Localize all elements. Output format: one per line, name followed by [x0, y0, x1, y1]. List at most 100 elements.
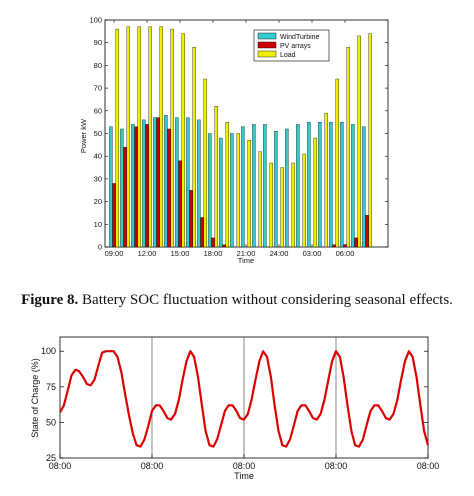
- bar-wind: [142, 119, 146, 248]
- y-tick-label: 80: [94, 61, 102, 70]
- x-tick-label: 08:00: [325, 461, 348, 471]
- bar-load: [269, 162, 273, 248]
- bar-y-axis: 0 10 20 30 40 50 60 70 80 90 100: [89, 16, 388, 252]
- legend-label-wind: WindTurbine: [280, 34, 320, 41]
- bar-wind: [362, 126, 366, 248]
- x-tick-label: 09:00: [105, 249, 124, 258]
- x-tick-label: 06:00: [336, 249, 355, 258]
- bar-wind: [285, 128, 289, 248]
- bar-wind: [274, 131, 278, 248]
- legend-swatch-load: [257, 50, 277, 58]
- bar-load: [291, 162, 295, 248]
- line-y-axis-label: State of Charge (%): [30, 358, 40, 438]
- x-tick-label: 24:00: [270, 249, 289, 258]
- bar-y-axis-label: Power kW: [79, 118, 88, 153]
- legend-swatch-pv: [257, 41, 277, 49]
- y-tick-label: 30: [94, 174, 102, 183]
- bar-load: [280, 167, 284, 248]
- bar-pv: [354, 237, 358, 248]
- bar-load: [236, 133, 240, 248]
- legend-label-pv: PV arrays: [280, 43, 311, 50]
- bar-load: [357, 35, 361, 248]
- legend-swatch-wind: [257, 32, 277, 40]
- x-tick-label: 08:00: [417, 461, 440, 471]
- bar-load: [302, 153, 306, 248]
- bar-pv: [332, 244, 336, 248]
- y-tick-label: 100: [89, 16, 102, 25]
- bar-load: [181, 33, 185, 248]
- bar-pv: [134, 126, 138, 248]
- y-tick-label: 0: [98, 243, 102, 252]
- bar-wind: [307, 121, 311, 248]
- bar-load: [225, 121, 229, 248]
- bar-load: [137, 26, 141, 248]
- y-tick-label: 25: [46, 453, 56, 463]
- bar-load: [368, 33, 372, 248]
- bar-pv: [123, 146, 127, 248]
- bar-wind: [219, 137, 223, 248]
- bar-pv: [211, 237, 215, 248]
- bar-load: [170, 28, 174, 248]
- bar-load: [214, 106, 218, 248]
- bar-pv: [343, 244, 347, 248]
- bar-wind: [263, 124, 267, 248]
- bar-wind: [164, 115, 168, 248]
- bar-load: [335, 78, 339, 248]
- bar-wind: [329, 121, 333, 248]
- legend-label-load: Load: [280, 52, 296, 59]
- bar-wind: [252, 124, 256, 248]
- bar-wind: [153, 117, 157, 248]
- y-tick-label: 50: [46, 417, 56, 427]
- bar-load: [247, 140, 251, 248]
- line-y-axis: 25 50 75 100: [41, 346, 428, 463]
- bar-wind: [197, 119, 201, 248]
- bar-wind: [340, 121, 344, 248]
- bar-x-axis-label: Time: [238, 256, 254, 265]
- y-tick-label: 50: [94, 129, 102, 138]
- bar-wind: [208, 133, 212, 248]
- bar-load: [258, 151, 262, 248]
- y-tick-label: 20: [94, 197, 102, 206]
- y-tick-label: 75: [46, 382, 56, 392]
- bar-wind: [296, 124, 300, 248]
- bar-load: [148, 26, 152, 248]
- bar-pv: [222, 244, 226, 248]
- bar-load: [126, 26, 130, 248]
- bar-pv: [156, 117, 160, 248]
- bar-wind: [109, 126, 113, 248]
- figure-number: Figure 8.: [21, 292, 79, 308]
- bar-load: [203, 78, 207, 248]
- bar-load: [313, 137, 317, 248]
- bar-pv: [365, 215, 369, 248]
- bar-series-group: [109, 26, 372, 248]
- bar-pv: [200, 217, 204, 248]
- figure-caption: Figure 8. Battery SOC fluctuation withou…: [0, 292, 474, 309]
- line-x-axis: 08:00 08:00 08:00 08:00 08:00: [49, 454, 440, 471]
- bar-wind: [230, 133, 234, 248]
- bar-wind: [120, 128, 124, 248]
- bar-wind: [351, 124, 355, 248]
- bar-load: [115, 28, 119, 248]
- y-tick-label: 70: [94, 84, 102, 93]
- bar-wind: [241, 126, 245, 248]
- y-tick-label: 100: [41, 346, 56, 356]
- x-tick-label: 08:00: [49, 461, 72, 471]
- bar-load: [192, 47, 196, 248]
- bar-legend: WindTurbine PV arrays Load: [253, 29, 330, 62]
- y-tick-label: 10: [94, 220, 102, 229]
- bar-pv: [112, 183, 116, 248]
- bar-wind: [318, 121, 322, 248]
- x-tick-label: 21:00: [237, 249, 256, 258]
- bar-pv: [189, 190, 193, 248]
- soc-series-line: [59, 350, 430, 448]
- bar-pv: [145, 124, 149, 248]
- x-tick-label: 12:00: [138, 249, 157, 258]
- x-tick-label: 18:00: [204, 249, 223, 258]
- y-tick-label: 60: [94, 106, 102, 115]
- caption-text: Battery SOC fluctuation without consider…: [78, 292, 453, 308]
- x-tick-label: 08:00: [141, 461, 164, 471]
- y-tick-label: 90: [94, 38, 102, 47]
- x-tick-label: 03:00: [303, 249, 322, 258]
- bar-pv: [167, 128, 171, 248]
